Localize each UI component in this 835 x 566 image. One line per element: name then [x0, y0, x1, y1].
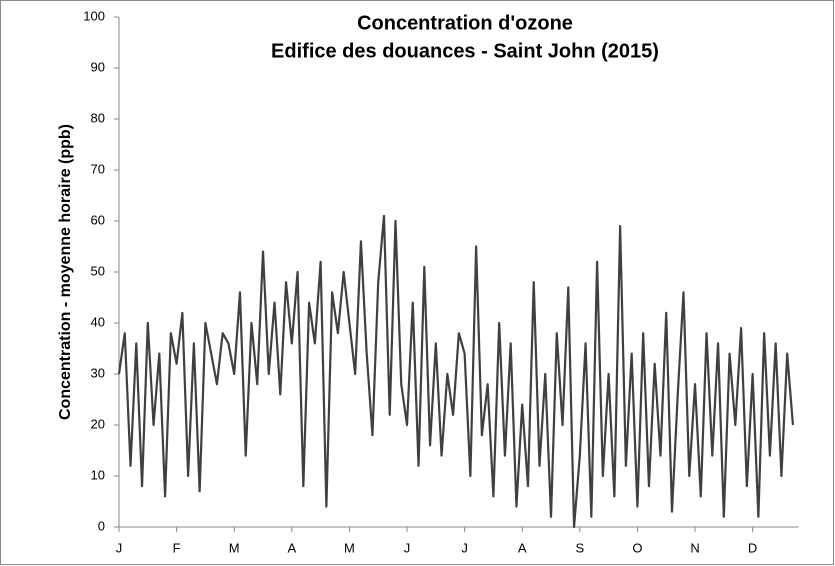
y-tick-label: 40	[91, 314, 105, 329]
y-tick-label: 30	[91, 365, 105, 380]
y-tick-label: 60	[91, 212, 105, 227]
x-tick-label: A	[287, 540, 296, 555]
chart-title: Concentration d'ozone	[357, 12, 573, 34]
y-tick-label: 20	[91, 416, 105, 431]
x-tick-label: J	[461, 540, 468, 555]
y-tick-label: 70	[91, 161, 105, 176]
y-tick-label: 0	[98, 518, 105, 533]
y-axis-title: Concentration - moyenne horaire (ppb)	[57, 124, 74, 420]
y-tick-label: 50	[91, 263, 105, 278]
chart-subtitle: Edifice des douances - Saint John (2015)	[271, 40, 659, 62]
x-tick-label: J	[116, 540, 123, 555]
x-tick-label: J	[404, 540, 411, 555]
x-tick-label: F	[173, 540, 181, 555]
y-tick-label: 80	[91, 110, 105, 125]
x-tick-label: O	[632, 540, 642, 555]
x-tick-label: M	[229, 540, 240, 555]
x-tick-label: S	[575, 540, 584, 555]
x-tick-label: D	[748, 540, 757, 555]
x-tick-label: M	[344, 540, 355, 555]
x-tick-label: N	[690, 540, 699, 555]
y-tick-label: 100	[83, 8, 105, 23]
y-tick-label: 10	[91, 467, 105, 482]
y-tick-label: 90	[91, 59, 105, 74]
x-tick-label: A	[518, 540, 527, 555]
data-line	[117, 214, 795, 529]
